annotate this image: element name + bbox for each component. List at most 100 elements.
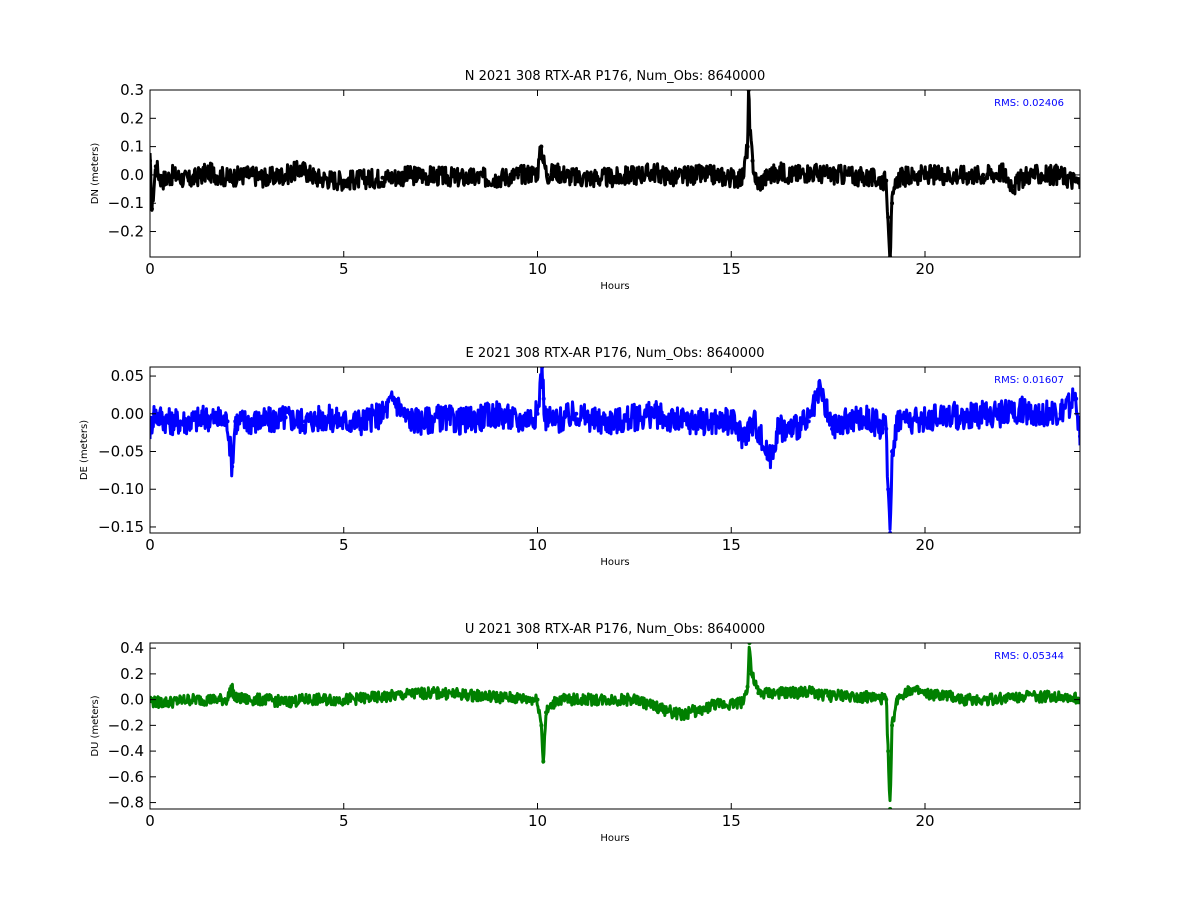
axes-frame <box>149 89 1081 258</box>
x-tick-label: 10 <box>528 536 547 554</box>
rms-annotation: RMS: 0.02406 <box>994 98 1064 109</box>
data-point <box>729 419 734 424</box>
data-point <box>361 419 366 424</box>
data-point <box>890 723 895 728</box>
data-point <box>864 695 869 700</box>
x-tick-label: 20 <box>915 536 934 554</box>
data-point <box>477 415 482 420</box>
data-point <box>884 426 889 431</box>
data-point <box>864 415 869 420</box>
y-tick-label: 0.0 <box>120 166 144 184</box>
data-point <box>264 697 269 702</box>
x-tick-label: 15 <box>722 260 741 278</box>
data-point <box>153 164 158 169</box>
data-point <box>747 130 752 135</box>
data-point <box>651 704 656 709</box>
y-tick-label: 0.00 <box>111 405 144 423</box>
data-point <box>787 691 792 696</box>
data-point <box>981 697 986 702</box>
data-point <box>806 170 811 175</box>
data-point <box>186 419 191 424</box>
x-tick-label: 0 <box>145 260 155 278</box>
data-point <box>244 419 249 424</box>
data-point <box>496 411 501 416</box>
data-point <box>750 158 755 163</box>
data-point <box>768 457 772 462</box>
subplot-east: 0 5 10 15 20 −0.15 −0.10 −0.05 0.00 0.05 E 2021 30… <box>79 346 1081 568</box>
data-point <box>230 464 235 469</box>
data-point <box>206 697 211 702</box>
data-point <box>791 172 796 177</box>
data-point <box>516 419 521 424</box>
y-tick-label: 0.1 <box>120 138 144 156</box>
y-axis-label: DN (meters) <box>90 143 101 205</box>
data-point <box>283 700 288 705</box>
data-point <box>167 700 172 705</box>
series-trace-east <box>150 367 1080 531</box>
data-point <box>419 419 424 424</box>
data-point <box>884 697 889 702</box>
data-point <box>895 415 900 420</box>
data-point <box>341 697 346 702</box>
data-point <box>886 487 891 492</box>
data-point <box>1000 696 1005 701</box>
data-point <box>942 172 947 177</box>
data-point <box>264 175 269 180</box>
data-point <box>886 749 891 754</box>
data-point <box>545 172 550 177</box>
data-point <box>907 687 912 692</box>
data-point <box>886 215 891 220</box>
data-point <box>1058 693 1063 698</box>
data-point <box>754 181 759 186</box>
data-point <box>942 693 947 698</box>
data-point <box>890 449 895 454</box>
y-tick-label: −0.8 <box>108 794 144 812</box>
subplot-north: 0 5 10 15 20 −0.2 −0.1 0.0 0.1 0.2 0.3 N 2021 308 R… <box>90 69 1081 292</box>
data-point <box>1039 695 1044 700</box>
data-point <box>690 419 695 424</box>
data-point <box>159 178 164 183</box>
data-point <box>283 415 288 420</box>
y-tick-label: −0.15 <box>98 518 144 536</box>
data-point <box>544 710 549 715</box>
y-axis-label: DU (meters) <box>90 695 101 756</box>
x-tick-label: 20 <box>915 260 934 278</box>
data-point <box>613 175 617 180</box>
data-point <box>890 201 895 206</box>
series-trace-up <box>150 645 1080 803</box>
y-tick-label: 0.2 <box>120 109 144 127</box>
data-point <box>541 759 546 764</box>
data-point <box>613 419 617 424</box>
data-point <box>229 684 234 689</box>
data-point <box>768 172 772 177</box>
data-point <box>806 689 811 694</box>
data-point <box>186 178 191 183</box>
data-point <box>752 419 757 424</box>
data-point <box>574 697 579 702</box>
data-point <box>709 702 714 707</box>
x-tick-label: 15 <box>722 536 741 554</box>
data-point <box>651 411 656 416</box>
data-point <box>554 170 559 175</box>
data-point <box>380 411 385 416</box>
data-point <box>740 434 745 439</box>
data-point <box>884 178 889 183</box>
data-point <box>915 419 920 424</box>
data-point <box>516 696 521 701</box>
data-point <box>1039 172 1044 177</box>
y-tick-label: −0.2 <box>108 223 144 241</box>
data-point <box>244 697 249 702</box>
data-point <box>826 693 831 698</box>
data-point <box>651 170 656 175</box>
data-point <box>915 172 920 177</box>
axes-frame <box>149 366 1081 534</box>
y-tick-label: −0.1 <box>108 194 144 212</box>
data-point <box>671 710 676 715</box>
data-point <box>171 172 176 177</box>
x-tick-label: 0 <box>145 536 155 554</box>
data-point <box>438 415 443 420</box>
data-point <box>787 426 792 431</box>
data-point <box>264 419 269 424</box>
data-point <box>729 701 734 706</box>
data-point <box>1000 170 1005 175</box>
